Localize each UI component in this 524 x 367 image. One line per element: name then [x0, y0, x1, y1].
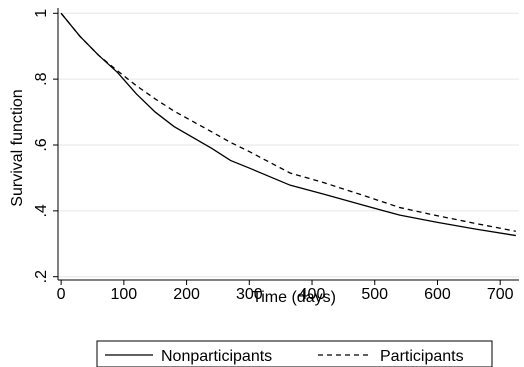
legend-label-participants: Participants [380, 348, 464, 365]
x-axis-label: Time (days) [252, 289, 336, 306]
x-tick-label: 0 [57, 286, 66, 303]
x-tick-label: 700 [487, 286, 514, 303]
axes [57, 8, 519, 281]
x-tick-label: 500 [361, 286, 388, 303]
axis-ticks: .2 .4 .6 .8 1 0 100 200 300 400 500 600 700 [33, 9, 514, 303]
series-line-participants [60, 12, 516, 232]
y-tick-label: 1 [33, 9, 50, 18]
series-line-nonparticipants [60, 12, 516, 237]
series-lines [60, 12, 516, 237]
x-tick-label: 400 [299, 286, 326, 303]
y-tick-label: .2 [33, 270, 50, 283]
x-tick-label: 100 [111, 286, 138, 303]
y-tick-label: .6 [33, 138, 50, 151]
legend-box [96, 340, 493, 367]
legend: Nonparticipants Participants [96, 340, 493, 367]
x-tick-label: 200 [173, 286, 200, 303]
x-tick-label: 600 [424, 286, 451, 303]
y-tick-label: .8 [33, 72, 50, 85]
legend-label-nonparticipants: Nonparticipants [161, 348, 272, 365]
y-axis-label: Survival function [9, 89, 26, 206]
gridlines [58, 12, 519, 278]
x-tick-label: 300 [236, 286, 263, 303]
y-tick-label: .4 [33, 204, 50, 217]
